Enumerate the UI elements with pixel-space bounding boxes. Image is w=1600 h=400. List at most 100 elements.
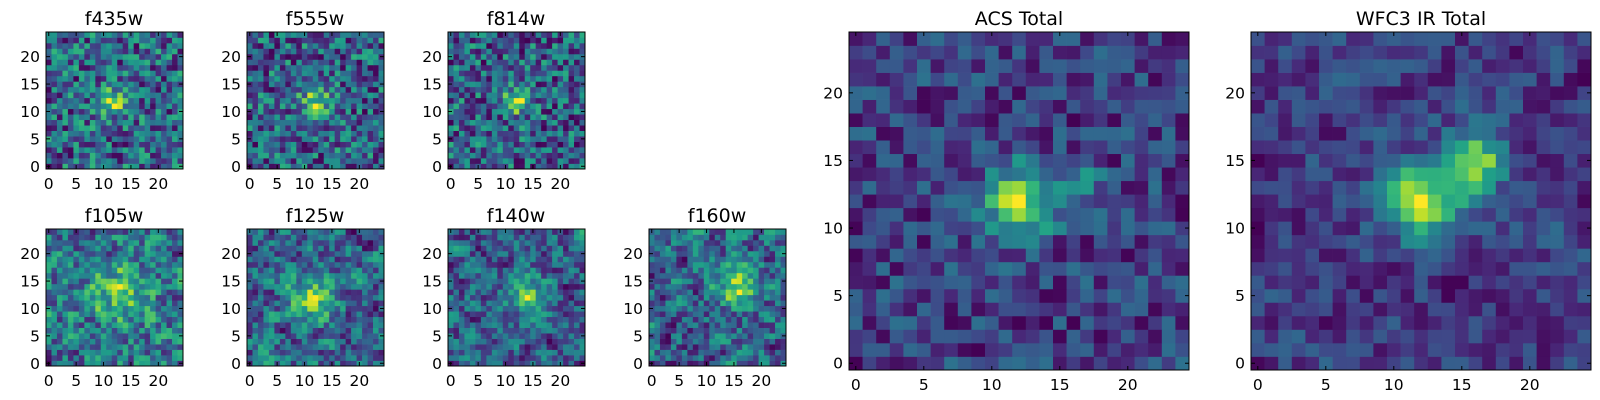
heatmap-cell (703, 278, 710, 285)
heatmap-cell (574, 125, 580, 131)
heatmap-cell (301, 130, 308, 137)
heatmap-cell (345, 261, 352, 268)
heatmap-cell (351, 300, 357, 307)
heatmap-cell (1107, 207, 1122, 222)
heatmap-cell (557, 250, 564, 257)
heatmap-cell (475, 86, 482, 93)
heatmap-cell (546, 239, 553, 246)
heatmap-cell (56, 37, 63, 44)
heatmap-cell (535, 327, 542, 334)
heatmap-cell (373, 289, 379, 296)
heatmap-cell (51, 97, 58, 104)
heatmap-cell (351, 32, 357, 38)
heatmap-cell (552, 278, 558, 285)
heatmap-cell (128, 245, 135, 252)
heatmap-cell (764, 305, 770, 312)
heatmap-cell (285, 32, 292, 38)
heatmap-cell (497, 229, 504, 235)
heatmap-cell (279, 141, 286, 148)
heatmap-cell (780, 294, 787, 301)
heatmap-cell (117, 158, 124, 164)
heatmap-cell (345, 305, 352, 312)
heatmap-cell (312, 92, 319, 99)
heatmap-cell (720, 278, 727, 285)
heatmap-cell (862, 342, 877, 357)
heatmap-cell (742, 305, 748, 312)
x-tick-label: 10 (496, 175, 516, 193)
heatmap-cell (285, 75, 292, 82)
heatmap-cell (889, 356, 904, 371)
heatmap-cell (307, 261, 314, 268)
heatmap-cell (469, 141, 476, 148)
heatmap-cell (290, 32, 297, 38)
heatmap-cell (133, 289, 140, 296)
heatmap-cell (367, 70, 374, 77)
heatmap-cell (111, 130, 118, 137)
heatmap-cell (318, 322, 325, 328)
heatmap-cell (150, 152, 156, 159)
heatmap-cell (139, 32, 145, 38)
heatmap-cell (122, 81, 129, 88)
heatmap-cell (301, 261, 308, 268)
heatmap-cell (775, 272, 781, 279)
heatmap-cell (769, 267, 776, 274)
heatmap-cell (1025, 153, 1040, 168)
heatmap-cell (758, 278, 765, 285)
heatmap-cell (480, 136, 487, 142)
heatmap-cell (274, 97, 281, 104)
heatmap-cell (541, 267, 547, 274)
heatmap-cell (122, 360, 129, 367)
heatmap-cell (524, 289, 531, 296)
heatmap-cell (67, 97, 74, 104)
heatmap-cell (100, 64, 107, 71)
heatmap-cell (469, 234, 476, 241)
heatmap-cell (502, 311, 509, 318)
heatmap-cell (84, 53, 91, 60)
heatmap-cell (323, 64, 330, 71)
heatmap-cell (448, 322, 454, 328)
heatmap-cell (166, 130, 173, 137)
heatmap-cell (133, 92, 140, 99)
heatmap-cell (73, 141, 80, 148)
heatmap-cell (546, 289, 553, 296)
heatmap-cell (676, 289, 683, 296)
heatmap-cell (334, 141, 341, 148)
heatmap-cell (334, 92, 341, 99)
heatmap-cell (692, 322, 699, 328)
heatmap-cell (464, 344, 471, 350)
heatmap-cell (579, 256, 586, 263)
heatmap-cell (95, 316, 102, 323)
heatmap-cell (574, 245, 580, 252)
heatmap-cell (775, 294, 781, 301)
heatmap-cell (247, 86, 253, 93)
heatmap-cell (62, 158, 69, 164)
heatmap-cell (1066, 261, 1081, 276)
heatmap-cell (334, 59, 341, 66)
heatmap-cell (279, 239, 286, 246)
heatmap-cell (111, 256, 118, 263)
heatmap-cell (290, 327, 297, 334)
heatmap-cell (100, 130, 107, 137)
heatmap-cell (62, 333, 69, 339)
heatmap-cell (340, 322, 346, 328)
heatmap-cell (279, 283, 286, 290)
heatmap-cell (944, 288, 959, 303)
heatmap-cell (530, 272, 537, 279)
heatmap-cell (1066, 315, 1081, 330)
heatmap-cell (257, 108, 264, 115)
heatmap-cell (453, 70, 460, 77)
heatmap-cell (133, 322, 140, 328)
heatmap-cell (106, 114, 113, 121)
heatmap-cell (579, 64, 586, 71)
heatmap-cell (546, 338, 553, 345)
heatmap-cell (508, 338, 515, 345)
heatmap-cell (362, 97, 368, 104)
heatmap-cell (329, 53, 336, 60)
heatmap-cell (95, 75, 102, 82)
heatmap-cell (268, 250, 275, 257)
heatmap-cell (340, 272, 346, 279)
heatmap-cell (285, 344, 292, 350)
heatmap-cell (568, 147, 575, 153)
heatmap-cell (367, 360, 374, 367)
heatmap-cell (747, 294, 754, 301)
